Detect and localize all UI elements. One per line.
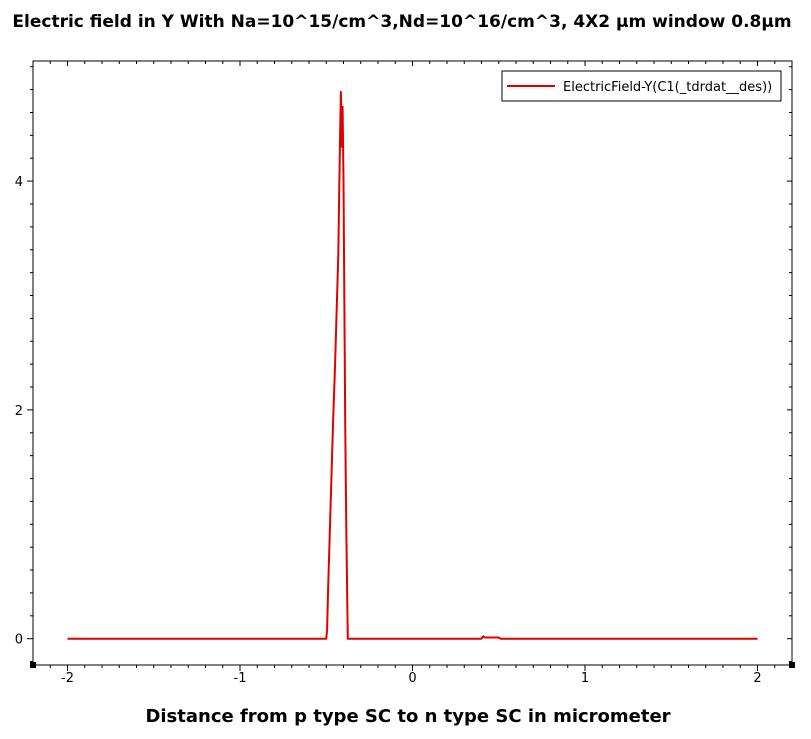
x-tick-label: 0 [408,671,416,686]
legend-entry-label: ElectricField-Y(C1(_tdrdat__des)) [563,80,772,95]
x-tick-label: 1 [581,671,589,686]
axis-ticks: -2 -1 0 1 2 0 2 4 [15,61,793,686]
x-tick-label: -1 [234,671,247,686]
series-group [67,90,758,640]
legend: ElectricField-Y(C1(_tdrdat__des)) [501,70,782,102]
x-axis-label: Distance from p type SC to n type SC in … [145,706,671,727]
x-tick-label: 2 [753,671,761,686]
series-line [67,90,758,640]
y-tick-label: 2 [15,404,23,419]
chart-title: Electric field in Y With Na=10^15/cm^3,N… [12,12,792,32]
y-tick-label: 0 [15,633,23,648]
plot-border [32,60,793,666]
y-tick-label: 4 [15,175,23,190]
plot-frame [30,60,795,668]
x-tick-label: -2 [61,671,74,686]
